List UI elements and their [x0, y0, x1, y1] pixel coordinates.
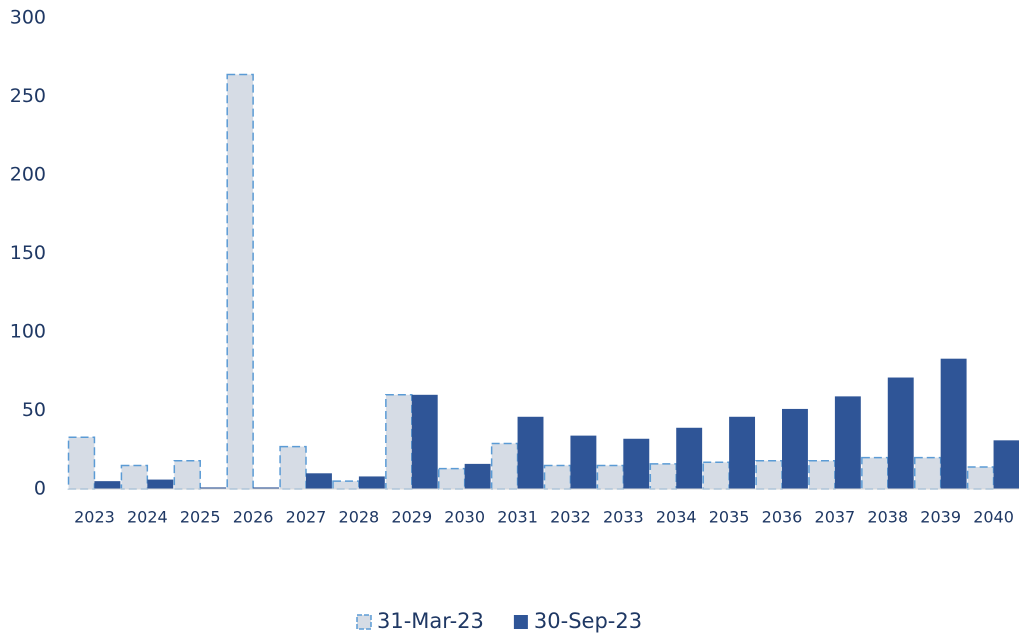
y-tick-label: 250 — [10, 85, 46, 107]
y-tick-label: 100 — [10, 321, 46, 343]
y-tick-label: 200 — [10, 164, 46, 186]
x-tick-label: 2025 — [180, 508, 221, 527]
bar — [570, 435, 597, 489]
bar — [623, 438, 650, 489]
bar — [438, 467, 466, 490]
bar — [253, 487, 280, 489]
bar — [702, 461, 730, 490]
y-tick-label: 0 — [34, 478, 46, 500]
x-tick-label: 2027 — [286, 508, 327, 527]
x-tick-label: 2024 — [127, 508, 168, 527]
bar — [358, 476, 385, 489]
legend-swatch — [356, 614, 372, 630]
x-tick-label: 2030 — [444, 508, 485, 527]
y-tick-label: 300 — [10, 7, 46, 29]
x-tick-label: 2040 — [973, 508, 1014, 527]
x-tick-label: 2023 — [74, 508, 115, 527]
bar — [411, 394, 438, 489]
bar — [834, 396, 861, 489]
bar — [517, 416, 544, 489]
bar — [94, 481, 121, 489]
bar — [966, 466, 995, 490]
legend-swatch — [513, 615, 528, 629]
bar — [226, 73, 254, 490]
bar — [543, 464, 572, 490]
x-tick-label: 2026 — [233, 508, 274, 527]
y-tick-label: 150 — [10, 242, 46, 264]
bar — [782, 408, 808, 489]
x-tick-label: 2028 — [339, 508, 380, 527]
bar — [279, 445, 307, 490]
bar — [67, 436, 96, 490]
bar — [993, 440, 1019, 489]
x-tick-label: 2031 — [497, 508, 538, 527]
x-tick-label: 2038 — [867, 508, 908, 527]
bar — [490, 442, 519, 490]
bar — [332, 480, 360, 490]
x-tick-label: 2035 — [709, 508, 750, 527]
bar — [755, 459, 783, 490]
legend-label: 31-Mar-23 — [377, 609, 484, 633]
x-tick-label: 2029 — [391, 508, 432, 527]
bar — [173, 459, 201, 490]
bar — [385, 394, 413, 490]
bar — [676, 427, 703, 489]
bar — [914, 456, 942, 490]
bar — [306, 473, 332, 489]
bar — [808, 459, 836, 490]
bar — [861, 456, 889, 490]
y-tick-label: 50 — [22, 399, 46, 421]
x-tick-label: 2034 — [656, 508, 697, 527]
bar — [464, 463, 491, 489]
x-tick-label: 2037 — [815, 508, 856, 527]
bar — [120, 464, 149, 490]
bar — [887, 377, 914, 489]
x-tick-label: 2039 — [920, 508, 961, 527]
x-tick-label: 2032 — [550, 508, 591, 527]
bar — [200, 487, 227, 489]
x-tick-label: 2033 — [603, 508, 644, 527]
bar — [147, 479, 174, 489]
x-tick-label: 2036 — [762, 508, 803, 527]
bar — [729, 416, 756, 489]
legend-label: 30-Sep-23 — [534, 609, 642, 633]
bar — [940, 358, 967, 489]
bar — [596, 464, 625, 490]
bar — [649, 463, 677, 490]
